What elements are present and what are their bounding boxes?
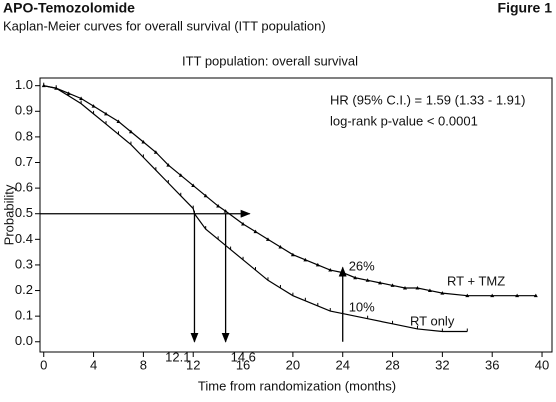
- subtitle: Kaplan-Meier curves for overall survival…: [3, 18, 326, 33]
- landmark-label: 26%: [349, 259, 375, 274]
- x-tick-label: 4: [90, 357, 97, 372]
- censor-marker: [290, 252, 295, 257]
- censor-marker: [104, 111, 109, 116]
- chart-title: ITT population: overall survival: [182, 53, 358, 68]
- series-label: RT + TMZ: [447, 273, 505, 288]
- x-tick-label: 8: [140, 357, 147, 372]
- censor-marker: [241, 221, 246, 226]
- censor-marker: [128, 129, 133, 134]
- plot-frame: [39, 77, 553, 353]
- median-label: 14.6: [231, 349, 256, 364]
- censor-marker: [223, 209, 228, 213]
- y-tick-label: 0.1: [15, 308, 33, 323]
- annotation: HR (95% C.I.) = 1.59 (1.33 - 1.91): [330, 92, 525, 107]
- censor-marker: [191, 183, 196, 188]
- x-tick-label: 40: [535, 357, 549, 372]
- censor-marker: [440, 291, 445, 295]
- y-tick-label: 0.5: [15, 205, 33, 220]
- y-tick-label: 0.0: [15, 333, 33, 348]
- censor-marker: [203, 193, 208, 198]
- censor-marker: [465, 293, 470, 298]
- censor-marker: [166, 163, 171, 167]
- x-tick-label: 36: [485, 357, 499, 372]
- series-label: RT only: [410, 313, 455, 328]
- censor-marker: [490, 293, 495, 298]
- censor-marker: [153, 150, 158, 154]
- censor-marker: [415, 285, 420, 290]
- x-tick-label: 0: [40, 357, 47, 372]
- y-tick-label: 1.0: [15, 77, 33, 92]
- censor-marker: [315, 262, 320, 267]
- censor-marker: [253, 229, 258, 234]
- landmark-label: 10%: [349, 300, 375, 315]
- y-tick-label: 0.2: [15, 282, 33, 297]
- censor-marker: [378, 280, 383, 285]
- x-tick-label: 12: [186, 357, 200, 372]
- censor-marker: [303, 257, 308, 262]
- median-label: 12.1: [165, 349, 190, 364]
- censor-marker: [365, 278, 370, 282]
- y-tick-label: 0.4: [15, 231, 33, 246]
- y-tick-label: 0.3: [15, 256, 33, 271]
- censor-marker: [278, 245, 283, 249]
- y-tick-label: 0.9: [15, 103, 33, 118]
- x-axis-label: Time from randomization (months): [198, 378, 396, 393]
- censor-marker: [390, 283, 395, 287]
- x-tick-label: 16: [236, 357, 250, 372]
- x-tick-label: 20: [286, 357, 300, 372]
- annotation: log-rank p-value < 0.0001: [330, 113, 478, 128]
- x-tick-label: 24: [335, 357, 349, 372]
- x-tick-label: 32: [435, 357, 449, 372]
- censor-marker: [533, 293, 538, 298]
- censor-marker: [353, 275, 358, 280]
- censor-marker: [403, 285, 408, 290]
- y-axis-label: Probability: [1, 184, 16, 245]
- censor-marker: [216, 204, 221, 208]
- y-tick-label: 0.7: [15, 154, 33, 169]
- x-tick-label: 28: [385, 357, 399, 372]
- y-tick-label: 0.8: [15, 128, 33, 143]
- censor-marker: [265, 237, 270, 241]
- figure-label: Figure 1: [498, 0, 553, 16]
- header: APO-Temozolomide: [3, 0, 135, 16]
- censor-marker: [91, 104, 96, 108]
- censor-marker: [116, 119, 121, 124]
- y-tick-label: 0.6: [15, 180, 33, 195]
- censor-marker: [178, 173, 183, 177]
- censor-marker: [427, 288, 432, 293]
- censor-marker: [328, 268, 333, 272]
- censor-marker: [515, 293, 520, 298]
- censor-marker: [79, 96, 84, 100]
- censor-marker: [141, 140, 146, 144]
